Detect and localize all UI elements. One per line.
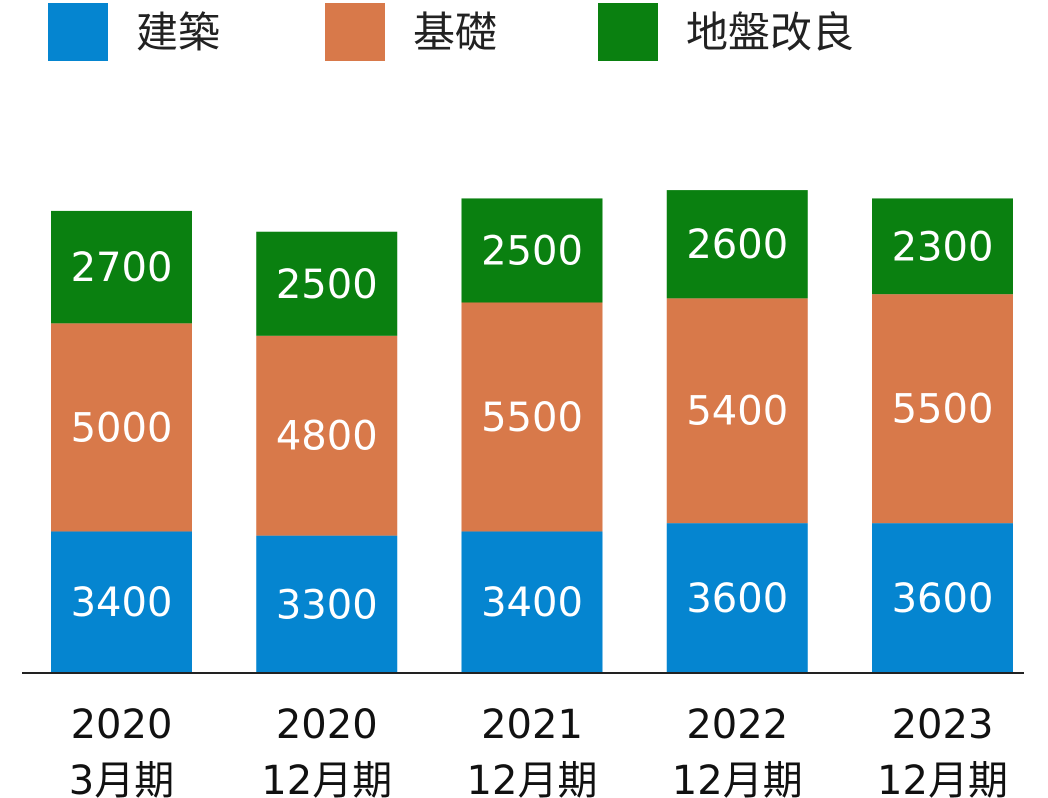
category-label-3-line-2: 12月期 bbox=[467, 758, 598, 798]
category-label-5-line-2: 12月期 bbox=[877, 758, 1008, 798]
bar-segment-1-5 bbox=[872, 523, 1013, 673]
data-label-1-4: 3600 bbox=[686, 576, 788, 622]
bar-segment-1-3 bbox=[461, 531, 603, 673]
data-label-3-2: 2500 bbox=[276, 262, 378, 308]
data-label-1-1: 3400 bbox=[71, 580, 173, 626]
data-label-1-2: 3300 bbox=[276, 582, 378, 628]
bar-segment-3-2 bbox=[256, 231, 398, 336]
bar-segment-1-1 bbox=[51, 531, 192, 673]
data-label-3-5: 2300 bbox=[892, 224, 994, 270]
data-label-3-1: 2700 bbox=[71, 245, 173, 291]
legend: 建築 基礎 地盤改良 bbox=[48, 3, 854, 61]
legend-swatch-1 bbox=[48, 3, 108, 61]
bar-segment-2-2 bbox=[256, 335, 398, 536]
legend-label-1: 建築 bbox=[136, 8, 220, 57]
category-labels: 2020 3月期 2020 12月期 2021 12月期 2022 12月期 2023 12月期 bbox=[69, 702, 1008, 798]
category-label-1-line-1: 2020 bbox=[71, 702, 173, 748]
category-label-3-line-1: 2021 bbox=[481, 702, 583, 748]
bar-segment-1-2 bbox=[256, 535, 398, 673]
category-label-2-line-2: 12月期 bbox=[261, 758, 392, 798]
legend-label-3: 地盤改良 bbox=[686, 8, 854, 57]
legend-swatch-2 bbox=[325, 3, 385, 61]
bar-segment-3-3 bbox=[461, 198, 603, 303]
category-label-1-line-2: 3月期 bbox=[69, 758, 174, 798]
bar-segment-3-4 bbox=[666, 190, 808, 299]
data-label-3-3: 2500 bbox=[481, 228, 583, 274]
bar-segment-2-3 bbox=[461, 302, 603, 532]
category-label-4-line-1: 2022 bbox=[686, 702, 788, 748]
bar-segment-2-1 bbox=[51, 323, 192, 532]
legend-swatch-3 bbox=[598, 3, 658, 61]
data-label-3-4: 2600 bbox=[686, 222, 788, 268]
bar-segment-2-4 bbox=[666, 298, 808, 524]
data-label-1-5: 3600 bbox=[892, 576, 994, 622]
data-label-2-3: 5500 bbox=[481, 395, 583, 441]
category-label-2-line-1: 2020 bbox=[276, 702, 378, 748]
bar-segment-2-5 bbox=[872, 294, 1013, 524]
bar-segment-1-4 bbox=[666, 523, 808, 673]
category-label-4-line-2: 12月期 bbox=[672, 758, 803, 798]
data-label-2-2: 4800 bbox=[276, 414, 378, 460]
bar-segment-3-1 bbox=[51, 210, 192, 324]
data-label-1-3: 3400 bbox=[481, 580, 583, 626]
bar-segment-3-5 bbox=[872, 198, 1013, 295]
legend-label-2: 基礎 bbox=[413, 8, 497, 57]
data-label-2-5: 5500 bbox=[892, 387, 994, 433]
category-label-5-line-1: 2023 bbox=[892, 702, 994, 748]
data-label-2-4: 5400 bbox=[686, 389, 788, 435]
bars: 3400 5000 2700 3300 4800 2500 3400 5500 2500 3600… bbox=[51, 190, 1013, 673]
data-label-2-1: 5000 bbox=[71, 405, 173, 451]
